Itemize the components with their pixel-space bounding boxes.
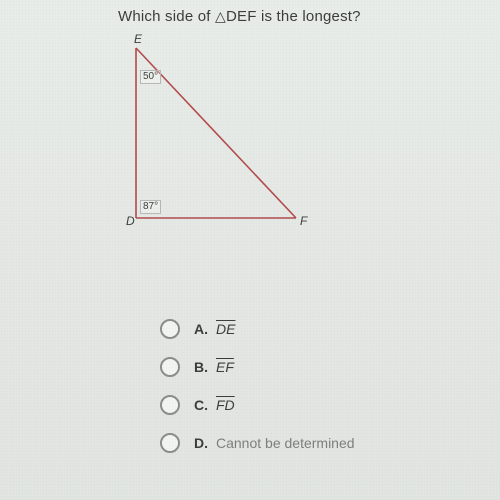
angle-label-e: 50°: [140, 70, 161, 84]
answer-letter: C.: [194, 397, 208, 413]
vertex-label-d: D: [126, 214, 135, 228]
answer-letter: D.: [194, 435, 208, 451]
answer-text: EF: [216, 359, 234, 375]
triangle-name: DEF: [226, 8, 257, 25]
question-text: Which side of △DEF is the longest?: [118, 8, 361, 25]
radio-icon[interactable]: [160, 433, 180, 453]
question-suffix: is the longest?: [257, 8, 361, 25]
question-prefix: Which side of: [118, 8, 215, 25]
triangle-diagram: E D F 50° 87°: [118, 40, 338, 260]
answer-option-b[interactable]: B. EF: [160, 348, 460, 386]
answer-letter: A.: [194, 321, 208, 337]
answer-text: Cannot be determined: [216, 435, 355, 451]
radio-icon[interactable]: [160, 395, 180, 415]
answer-text: FD: [216, 397, 235, 413]
angle-label-d: 87°: [140, 200, 161, 214]
question-page: Which side of △DEF is the longest? E D F…: [0, 0, 500, 500]
vertex-label-f: F: [300, 214, 307, 228]
vertex-label-e: E: [134, 32, 142, 46]
answer-option-d[interactable]: D. Cannot be determined: [160, 424, 460, 462]
answer-text: DE: [216, 321, 235, 337]
radio-icon[interactable]: [160, 357, 180, 377]
answer-letter: B.: [194, 359, 208, 375]
answer-list: A. DE B. EF C. FD D. Cannot be determine…: [160, 310, 460, 462]
answer-option-a[interactable]: A. DE: [160, 310, 460, 348]
radio-icon[interactable]: [160, 319, 180, 339]
answer-option-c[interactable]: C. FD: [160, 386, 460, 424]
triangle-symbol: △: [215, 8, 226, 24]
